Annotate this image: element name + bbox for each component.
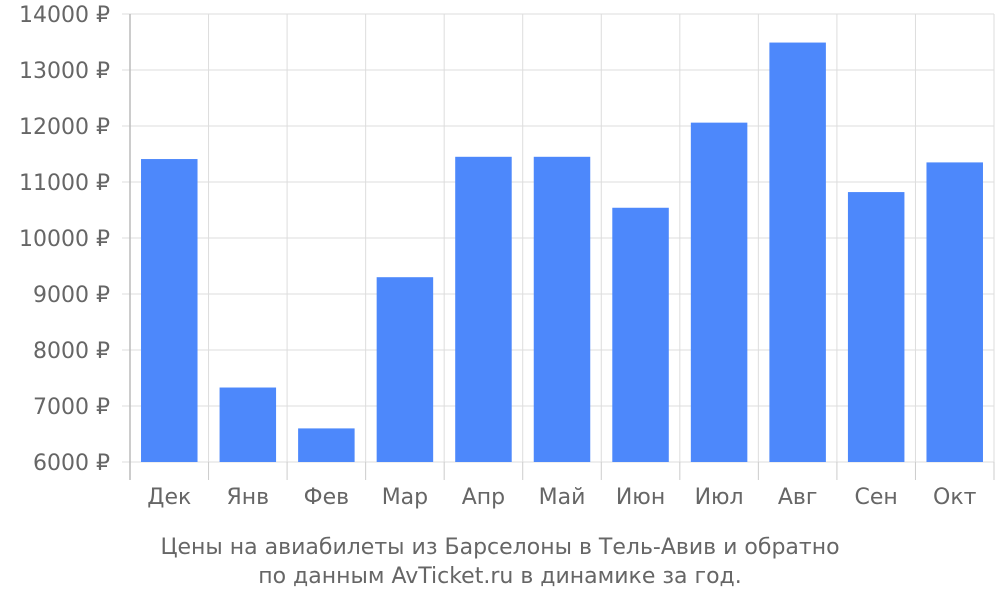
bars: [141, 42, 983, 463]
x-tick-label: Июн: [616, 485, 665, 510]
y-tick-label: 10000 ₽: [19, 227, 110, 252]
bar: [769, 42, 826, 463]
y-tick-label: 11000 ₽: [19, 171, 110, 196]
bar: [926, 162, 983, 462]
y-tick-label: 13000 ₽: [19, 59, 110, 84]
x-tick-label: Сен: [855, 485, 898, 510]
bar: [533, 156, 591, 463]
y-tick-label: 8000 ₽: [33, 339, 110, 364]
y-tick-label: 9000 ₽: [33, 283, 110, 308]
x-tick-label: Окт: [933, 485, 977, 510]
axes: [129, 14, 995, 480]
y-tick-label: 6000 ₽: [33, 451, 110, 476]
x-tick-label: Май: [539, 485, 586, 510]
bar: [847, 192, 905, 462]
x-tick-label: Янв: [226, 485, 269, 510]
x-tick-label: Апр: [462, 485, 505, 510]
tick-labels: 6000 ₽ 7000 ₽ 8000 ₽ 9000 ₽ 10000 ₽ 11000 ₽ 12…: [19, 3, 977, 510]
bar: [219, 387, 277, 462]
x-tick-label: Июл: [695, 485, 744, 510]
bar-chart: 6000 ₽ 7000 ₽ 8000 ₽ 9000 ₽ 10000 ₽ 11000 ₽ 12…: [19, 3, 995, 510]
chart-caption-line-2: по данным AvTicket.ru в динамике за год.: [258, 564, 742, 589]
x-tick-label: Авг: [778, 485, 818, 510]
x-tick-label: Дек: [147, 485, 191, 510]
y-tick-label: 14000 ₽: [19, 3, 110, 28]
x-tick-label: Мар: [382, 485, 428, 510]
bar: [141, 159, 198, 463]
bar: [455, 156, 512, 463]
y-tick-label: 7000 ₽: [33, 395, 110, 420]
x-tick-label: Фев: [304, 485, 349, 510]
bar: [298, 428, 355, 462]
bar: [376, 277, 434, 462]
bar: [612, 207, 669, 462]
chart-caption-line-1: Цены на авиабилеты из Барселоны в Тель-А…: [160, 535, 840, 560]
bar: [690, 122, 748, 462]
y-tick-label: 12000 ₽: [19, 115, 110, 140]
